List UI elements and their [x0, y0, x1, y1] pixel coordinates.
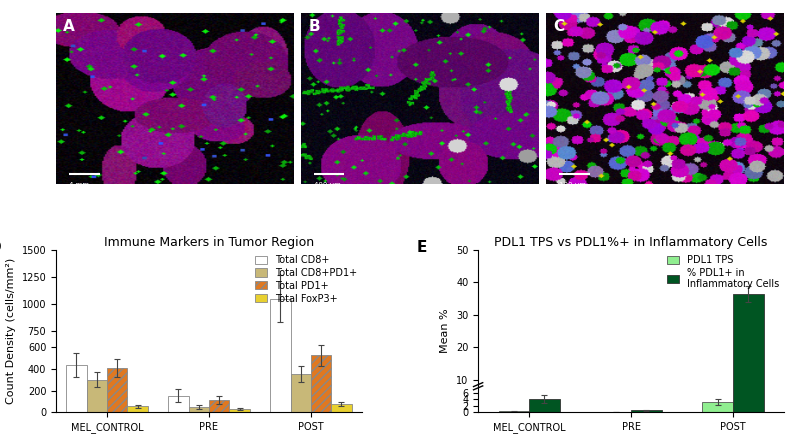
Bar: [702, 402, 733, 412]
Bar: [290, 374, 311, 412]
Bar: [270, 299, 290, 412]
Bar: [311, 355, 331, 412]
Title: Immune Markers in Tumor Region: Immune Markers in Tumor Region: [104, 236, 314, 249]
Text: D: D: [0, 241, 2, 255]
Y-axis label: Mean %: Mean %: [441, 309, 450, 353]
Bar: [209, 400, 230, 412]
Text: A: A: [63, 18, 75, 34]
Legend: Total CD8+, Total CD8+PD1+, Total PD1+, Total FoxP3+: Total CD8+, Total CD8+PD1+, Total PD1+, …: [255, 255, 357, 304]
Text: E: E: [417, 241, 427, 255]
Bar: [86, 380, 107, 412]
Text: 400 μm: 400 μm: [314, 182, 341, 188]
Bar: [230, 409, 250, 412]
Bar: [168, 396, 189, 412]
Bar: [189, 407, 209, 412]
Title: PDL1 TPS vs PDL1%+ in Inflammatory Cells: PDL1 TPS vs PDL1%+ in Inflammatory Cells: [494, 236, 768, 249]
Text: 100 μm: 100 μm: [558, 182, 586, 188]
Text: 4 mm: 4 mm: [69, 182, 89, 188]
Bar: [631, 410, 662, 412]
Bar: [107, 368, 127, 412]
Bar: [733, 294, 764, 412]
Bar: [529, 399, 560, 412]
Legend: PDL1 TPS, % PDL1+ in
Inflammatory Cells: PDL1 TPS, % PDL1+ in Inflammatory Cells: [667, 255, 779, 289]
Bar: [331, 404, 352, 412]
Y-axis label: Count Density (cells/mm²): Count Density (cells/mm²): [6, 258, 16, 404]
Bar: [498, 411, 529, 412]
Text: C: C: [554, 18, 564, 34]
Text: B: B: [308, 18, 320, 34]
Bar: [66, 365, 86, 412]
Bar: [127, 406, 148, 412]
